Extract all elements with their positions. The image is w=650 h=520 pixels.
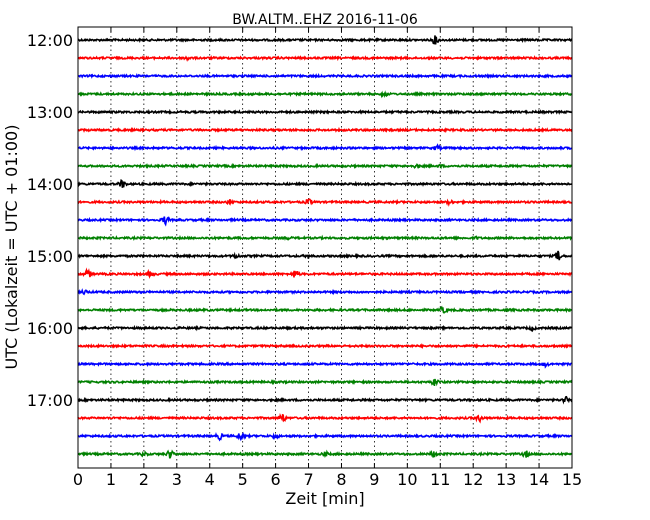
seismogram-trace: [78, 363, 572, 367]
seismogram-trace: [78, 379, 572, 386]
seismogram-trace: [78, 57, 572, 60]
x-tick-label: 2: [139, 470, 149, 489]
x-tick-label: 15: [562, 470, 582, 489]
seismogram-trace: [78, 307, 572, 312]
y-tick-label: 15:00: [27, 247, 73, 266]
seismogram-trace: [78, 145, 572, 149]
seismogram-trace: [78, 35, 572, 44]
seismogram-trace: [78, 270, 572, 277]
x-tick-label: 6: [271, 470, 281, 489]
x-tick-label: 7: [303, 470, 313, 489]
x-tick-label: 8: [336, 470, 346, 489]
x-tick-label: 3: [172, 470, 182, 489]
seismogram-traces: [78, 35, 572, 458]
seismogram-trace: [78, 251, 572, 260]
x-tick-label: 11: [430, 470, 450, 489]
chart-title: BW.ALTM..EHZ 2016-11-06: [232, 12, 418, 28]
seismogram-trace: [78, 217, 572, 225]
x-tick-label: 1: [106, 470, 116, 489]
seismogram-trace: [78, 164, 572, 168]
x-axis-label: Zeit [min]: [285, 489, 364, 508]
seismogram-trace: [78, 199, 572, 204]
seismogram-trace: [78, 75, 572, 77]
x-tick-label: 10: [397, 470, 417, 489]
seismogram-trace: [78, 451, 572, 459]
seismogram-trace: [78, 290, 572, 294]
x-tick-label: 12: [463, 470, 483, 489]
seismogram-trace: [78, 345, 572, 347]
x-tick-label: 14: [529, 470, 549, 489]
seismogram-trace: [78, 236, 572, 239]
x-tick-label: 0: [73, 470, 83, 489]
y-tick-label: 16:00: [27, 319, 73, 338]
seismogram-trace: [78, 129, 572, 131]
seismogram-trace: [78, 415, 572, 422]
seismogram-trace: [78, 111, 572, 113]
x-tick-label: 4: [205, 470, 215, 489]
x-tick-label: 5: [238, 470, 248, 489]
y-tick-label: 17:00: [27, 391, 73, 410]
seismogram-trace: [78, 397, 572, 402]
x-tick-label: 9: [369, 470, 379, 489]
seismogram-trace: [78, 434, 572, 440]
x-tick-label: 13: [496, 470, 516, 489]
y-axis-label: UTC (Lokalzeit = UTC + 01:00): [2, 125, 21, 370]
y-tick-label: 13:00: [27, 103, 73, 122]
y-tick-label: 14:00: [27, 175, 73, 194]
seismogram-trace: [78, 93, 572, 96]
seismogram-trace: [78, 327, 572, 331]
seismogram-trace: [78, 180, 572, 187]
y-tick-label: 12:00: [27, 31, 73, 50]
